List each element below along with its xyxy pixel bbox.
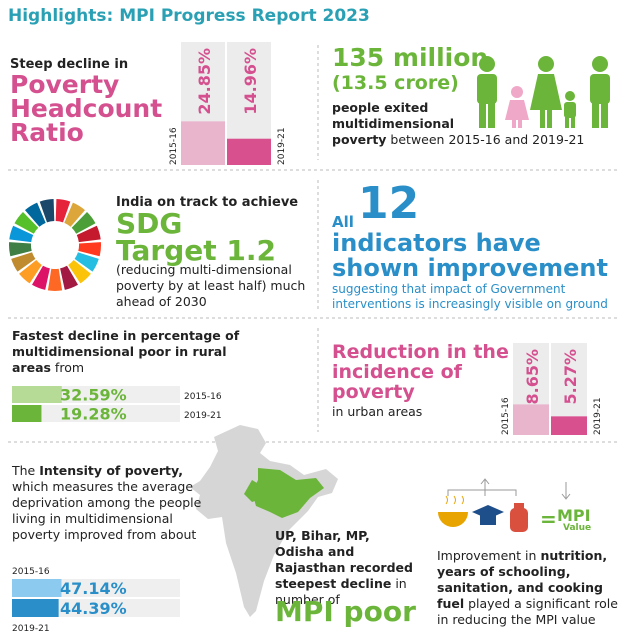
separators xyxy=(8,45,620,443)
wheel-segment xyxy=(11,252,36,272)
text: The xyxy=(12,463,40,478)
intro: India on track to achieve xyxy=(116,195,299,210)
value-label: 24.85% xyxy=(195,48,214,115)
wheel-segment xyxy=(60,265,78,290)
wheel-segment xyxy=(55,199,71,223)
equals-sign: = xyxy=(540,507,557,531)
text-bold: UP, Bihar, MP, Odisha and Rajasthan reco… xyxy=(275,528,413,591)
category-label: 2015-16 xyxy=(12,567,50,577)
category-label: 2015-16 xyxy=(169,127,179,165)
headline: SDG Target 1.2 xyxy=(116,207,276,267)
bar xyxy=(12,579,62,597)
value-label: 5.27% xyxy=(561,349,580,405)
text: poverty between 2015-16 and 2019-21 xyxy=(332,132,612,148)
wheel-segment xyxy=(64,202,85,227)
value-label: 47.14% xyxy=(60,579,127,598)
wheel-segment xyxy=(76,225,101,243)
headline: indicators have shown improvement xyxy=(332,229,608,282)
bar xyxy=(12,599,59,617)
text: Fastest decline in percentage of multidi… xyxy=(12,328,247,376)
value-label: 19.28% xyxy=(60,405,127,424)
mpi-sub: Value xyxy=(563,523,592,533)
people-icon xyxy=(477,56,610,128)
text: in urban areas xyxy=(332,404,423,419)
bar xyxy=(513,404,549,435)
category-label: 2019-21 xyxy=(593,397,603,435)
mpi-label: MPI xyxy=(557,506,591,525)
headline: Reduction in the incidence of poverty xyxy=(332,341,509,403)
text: Improvement in xyxy=(437,548,541,563)
wheel-segment xyxy=(14,212,39,234)
value-label: 32.59% xyxy=(60,386,127,405)
wheel-segment xyxy=(47,268,63,291)
category-label: 2015-16 xyxy=(501,397,511,435)
bar xyxy=(181,121,225,165)
text: from xyxy=(50,360,85,375)
sub-number: (13.5 crore) xyxy=(332,72,459,94)
wheel-segment xyxy=(32,265,50,290)
all: All xyxy=(332,213,354,231)
headline: MPI poor xyxy=(275,595,416,628)
wheel-segment xyxy=(39,199,55,223)
big-number: 12 xyxy=(358,178,420,229)
text: played a significant role in reducing th… xyxy=(437,596,618,627)
india-map xyxy=(190,425,338,617)
driver-icons: = xyxy=(438,478,571,532)
value-label: 8.65% xyxy=(523,349,542,405)
text-bold: poverty xyxy=(332,132,387,147)
intro: Steep decline in xyxy=(10,57,129,72)
text: which measures the average deprivation a… xyxy=(12,479,202,542)
text: in number of xyxy=(275,576,407,607)
sdg-wheel xyxy=(9,199,101,291)
bar xyxy=(551,416,587,435)
text-bold: Intensity of poverty, xyxy=(39,463,183,478)
wheel-segment xyxy=(74,252,99,272)
text-bold: nutrition, years of schooling, sanitatio… xyxy=(437,548,608,611)
wheel-segment xyxy=(78,242,101,257)
value-label: 14.96% xyxy=(241,48,260,115)
category-label: 2015-16 xyxy=(184,392,222,402)
bar xyxy=(12,386,62,403)
wheel-segment xyxy=(68,260,91,284)
bar xyxy=(227,138,271,165)
text: suggesting that impact of Government int… xyxy=(332,282,608,311)
text-bold: Fastest decline in percentage of multidi… xyxy=(12,328,240,375)
wheel-segment xyxy=(25,202,46,227)
page-title: Highlights: MPI Progress Report 2023 xyxy=(8,6,370,26)
wheel-segment xyxy=(19,260,42,284)
wheel-segment xyxy=(9,225,34,243)
wheel-segment xyxy=(71,212,96,234)
text: The Intensity of poverty, which measures… xyxy=(12,463,202,543)
text: Improvement in nutrition, years of schoo… xyxy=(437,548,622,628)
bar-background xyxy=(12,405,180,422)
category-label: 2019-21 xyxy=(12,624,50,634)
text-bold: people exited multidimensional xyxy=(332,100,455,131)
value-label: 44.39% xyxy=(60,599,127,618)
text: (reducing multi-dimensional poverty by a… xyxy=(116,262,306,309)
wheel-segment xyxy=(9,242,32,257)
category-label: 2019-21 xyxy=(277,127,287,165)
bar xyxy=(12,405,42,422)
text: UP, Bihar, MP, Odisha and Rajasthan reco… xyxy=(275,528,415,608)
text: between 2015-16 and 2019-21 xyxy=(386,132,585,147)
category-label: 2019-21 xyxy=(184,411,222,421)
big-number: 135 million xyxy=(332,43,489,72)
headline: Poverty Headcount Ratio xyxy=(10,70,163,147)
